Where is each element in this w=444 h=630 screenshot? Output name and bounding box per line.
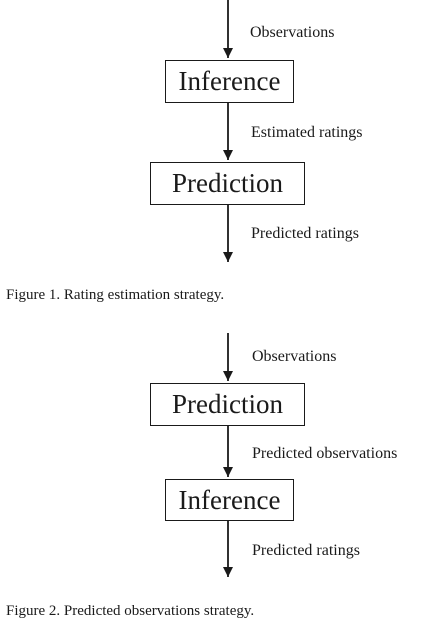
- fig2-edge-label-predicted-ratings: Predicted ratings: [252, 542, 360, 559]
- fig1-node-prediction: Prediction: [150, 162, 305, 205]
- fig1-edge-label-predicted-ratings: Predicted ratings: [251, 225, 359, 242]
- fig1-node-inference: Inference: [165, 60, 294, 103]
- fig2-node-inference: Inference: [165, 479, 294, 521]
- fig2-edge-label-predicted-observations: Predicted observations: [252, 445, 398, 462]
- figure-2-caption: Figure 2. Predicted observations strateg…: [6, 603, 255, 619]
- figure-1-caption: Figure 1. Rating estimation strategy.: [6, 287, 225, 303]
- fig1-edge-label-observations: Observations: [250, 24, 335, 41]
- fig2-node-prediction: Prediction: [150, 383, 305, 426]
- fig1-edge-label-estimated-ratings: Estimated ratings: [251, 124, 363, 141]
- fig2-edge-label-observations: Observations: [252, 348, 337, 365]
